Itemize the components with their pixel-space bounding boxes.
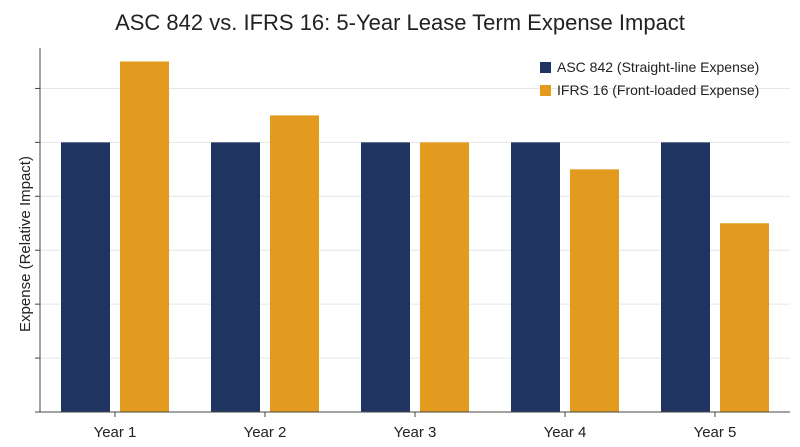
x-tick-label: Year 2 [244, 424, 287, 441]
bar-ifrs16-4 [570, 169, 619, 412]
x-tick-label: Year 5 [694, 424, 737, 441]
bar-asc842-1 [61, 142, 110, 413]
bar-ifrs16-5 [720, 223, 769, 412]
legend-swatch [540, 85, 551, 96]
axes: Year 1 Year 2 Year 3 Year 4 Year 5 [35, 48, 790, 441]
legend-label: IFRS 16 (Front-loaded Expense) [557, 82, 759, 98]
bar-ifrs16-1 [120, 61, 169, 413]
x-tick-label: Year 1 [94, 424, 137, 441]
chart-title: ASC 842 vs. IFRS 16: 5-Year Lease Term E… [115, 10, 685, 35]
y-axis-label: Expense (Relative Impact) [17, 156, 34, 332]
bar-asc842-4 [511, 142, 560, 413]
legend: ASC 842 (Straight-line Expense) IFRS 16 (… [540, 59, 759, 98]
bars [61, 61, 769, 413]
bar-asc842-2 [211, 142, 260, 413]
bar-asc842-3 [361, 142, 410, 413]
x-tick-label: Year 3 [394, 424, 437, 441]
legend-swatch [540, 62, 551, 73]
x-tick-label: Year 4 [544, 424, 587, 441]
bar-ifrs16-2 [270, 115, 319, 412]
bar-ifrs16-3 [420, 142, 469, 413]
legend-label: ASC 842 (Straight-line Expense) [557, 59, 759, 75]
bar-asc842-5 [661, 142, 710, 413]
